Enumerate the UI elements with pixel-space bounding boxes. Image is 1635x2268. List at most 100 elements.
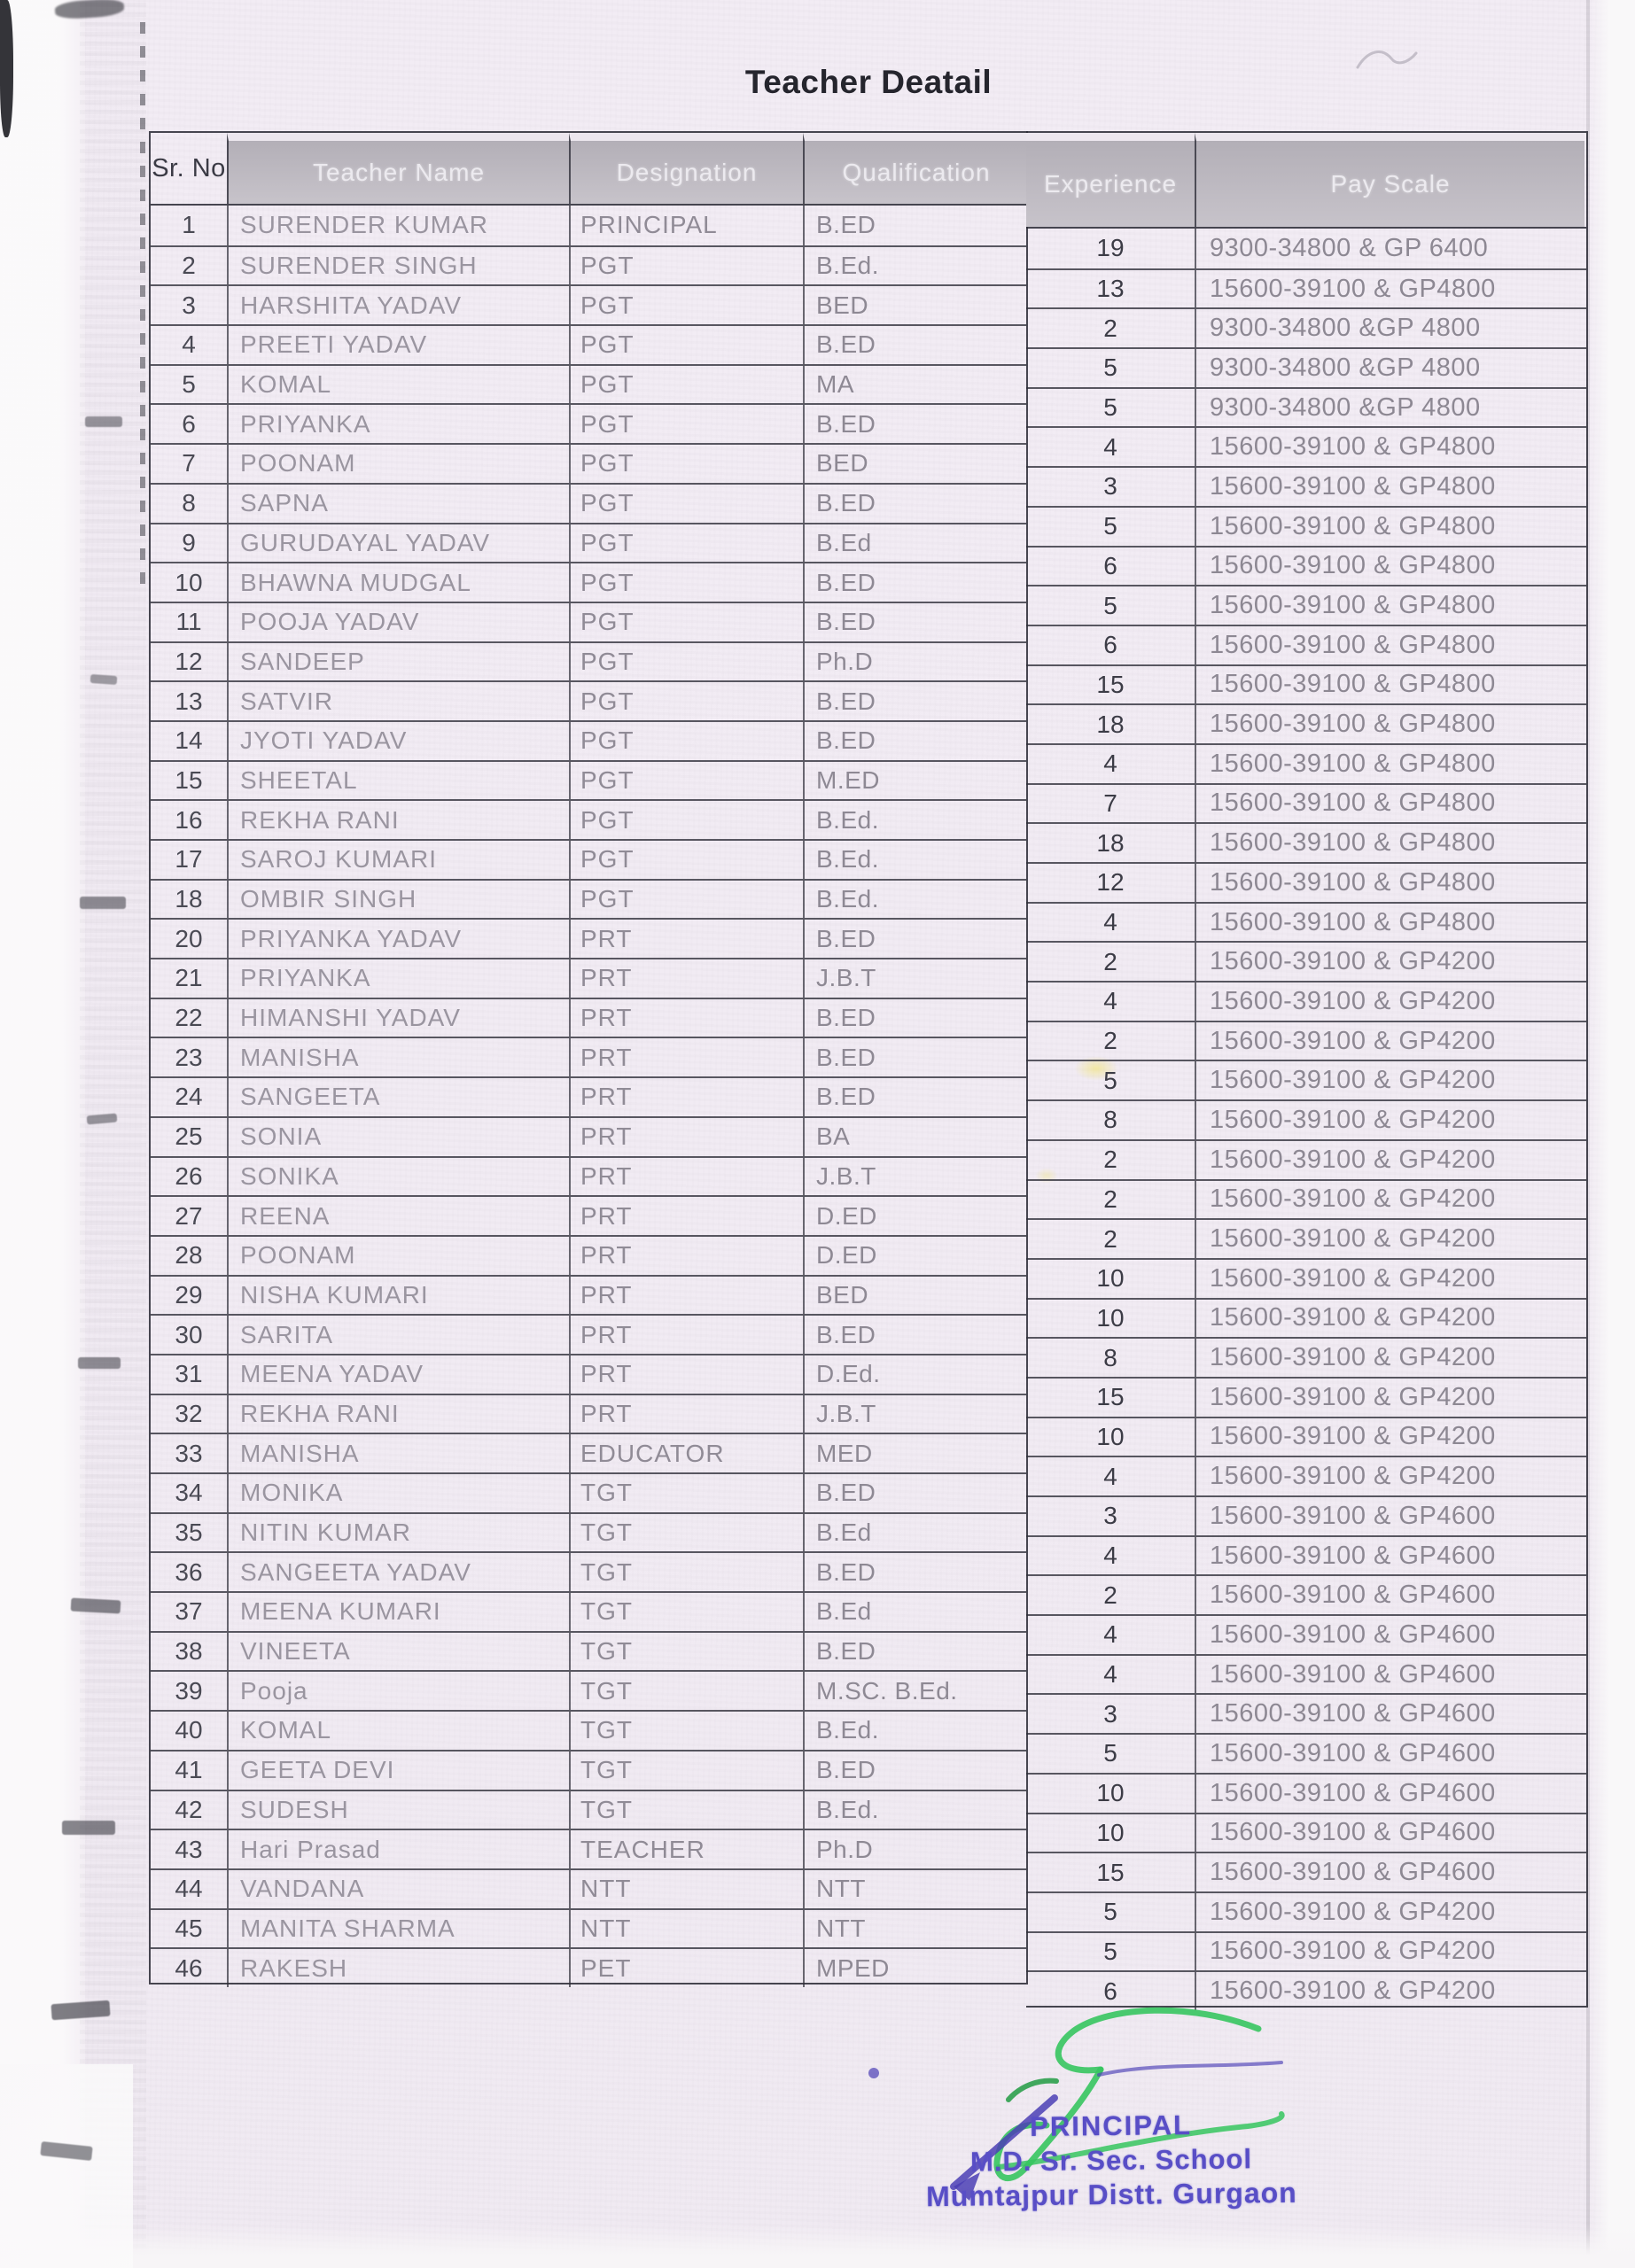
cell-designation: NTT: [569, 1909, 803, 1948]
table-row-right: 2 15600-39100 & GP4200: [1026, 1020, 1586, 1060]
cell-experience: 5: [1103, 591, 1117, 619]
table-row-right: 2 15600-39100 & GP4200: [1026, 1218, 1586, 1258]
cell-sr: 38: [175, 1637, 203, 1666]
table-row-right: 6 15600-39100 & GP4800: [1026, 545, 1586, 586]
table-row: 27 REENA PRT D.ED: [151, 1195, 1026, 1235]
cell-pay: 15600-39100 & GP4200: [1195, 1972, 1584, 2010]
cell-name: BHAWNA MUDGAL: [227, 563, 569, 602]
cell-qualification: B.Ed.: [803, 1712, 1028, 1750]
table-row-right: 5 9300-34800 &GP 4800: [1026, 386, 1586, 427]
column-header-qualification: Qualification: [803, 133, 1028, 204]
cell-pay: 15600-39100 & GP4800: [1195, 665, 1584, 704]
cell-sr: 30: [175, 1320, 203, 1348]
cell-qualification: B.ED: [803, 721, 1028, 760]
cell-designation: TGT: [569, 1553, 803, 1592]
cell-pay: 15600-39100 & GP4800: [1195, 784, 1584, 823]
cell-designation: PGT: [569, 246, 803, 285]
table-row: 45 MANITA SHARMA NTT NTT: [151, 1907, 1028, 1948]
cell-name: HARSHITA YADAV: [227, 286, 569, 325]
cell-qualification: J.B.T: [803, 1157, 1028, 1196]
table-row: 11 POOJA YADAV PGT B.ED: [151, 601, 1026, 641]
table-row-right: 4 15600-39100 & GP4800: [1026, 742, 1586, 783]
cell-experience: 2: [1103, 314, 1117, 342]
cell-pay: 15600-39100 & GP4800: [1195, 864, 1584, 902]
cell-sr: 37: [175, 1597, 203, 1626]
cell-qualification: B.Ed: [803, 1513, 1028, 1552]
cell-name: SURENDER KUMAR: [227, 206, 569, 245]
cell-designation: PRINCIPAL: [569, 206, 803, 245]
stamp-line-principal: PRINCIPAL: [1030, 2109, 1193, 2142]
cell-sr: 27: [175, 1201, 203, 1230]
cell-sr: 10: [175, 568, 203, 596]
cell-qualification: B.ED: [803, 920, 1028, 959]
table-row: 14 JYOTI YADAV PGT B.ED: [151, 719, 1028, 760]
cell-sr: 14: [175, 726, 203, 755]
cell-name: MANITA SHARMA: [227, 1909, 569, 1948]
cell-name: GEETA DEVI: [227, 1751, 569, 1790]
table-row-right: 5 15600-39100 & GP4800: [1026, 585, 1586, 625]
cell-qualification: B.ED: [803, 326, 1028, 364]
cell-qualification: BED: [803, 286, 1028, 325]
cell-experience: 4: [1103, 432, 1117, 461]
scan-margin-right: [1589, 0, 1635, 2268]
cell-qualification: NTT: [803, 1909, 1028, 1948]
cell-pay: 15600-39100 & GP4800: [1195, 824, 1584, 862]
cell-designation: TGT: [569, 1632, 803, 1671]
cell-experience: 10: [1096, 1422, 1125, 1450]
table-row: 18 OMBIR SINGH PGT B.Ed.: [151, 878, 1028, 919]
table-row-right: 5 15600-39100 & GP4200: [1026, 1930, 1586, 1971]
cell-experience: 4: [1103, 1462, 1117, 1490]
cell-designation: PRT: [569, 1038, 803, 1077]
cell-experience: 6: [1103, 631, 1117, 659]
table-row: 12 SANDEEP PGT Ph.D: [151, 641, 1026, 681]
cell-name: SARITA: [227, 1316, 569, 1354]
cell-name: REKHA RANI: [227, 1394, 569, 1433]
cell-qualification: B.ED: [803, 998, 1028, 1037]
table-row: 38 VINEETA TGT B.ED: [151, 1630, 1026, 1671]
cell-experience: 8: [1103, 1106, 1117, 1134]
cell-pay: 15600-39100 & GP4800: [1195, 547, 1584, 586]
cell-name: NISHA KUMARI: [227, 1276, 569, 1315]
cell-qualification: B.ED: [803, 1316, 1028, 1354]
scan-edge-mark: [90, 673, 118, 686]
table-row: 7 POONAM PGT BED: [151, 443, 1026, 483]
table-row-right: 2 9300-34800 &GP 4800: [1026, 307, 1586, 348]
cell-qualification: Ph.D: [803, 1830, 1028, 1868]
cell-sr: 12: [175, 647, 203, 675]
cell-sr: 39: [175, 1676, 203, 1705]
cell-experience: 2: [1103, 1146, 1117, 1174]
table-row-right: 8 15600-39100 & GP4200: [1026, 1337, 1586, 1377]
principal-stamp: PRINCIPAL M.D. Sr. Sec. School Mumtajpur…: [910, 2109, 1312, 2214]
scan-edge-mark: [78, 1357, 121, 1369]
cell-experience: 5: [1103, 393, 1117, 422]
cell-designation: PRT: [569, 1078, 803, 1116]
cell-name: REKHA RANI: [227, 801, 569, 839]
table-row: 1 SURENDER KUMAR PRINCIPAL B.ED: [151, 206, 1026, 245]
cell-pay: 15600-39100 & GP4200: [1195, 983, 1584, 1021]
cell-qualification: M.SC. B.Ed.: [803, 1672, 1028, 1711]
cell-pay: 15600-39100 & GP4600: [1195, 1655, 1584, 1694]
column-header-teacher-name: Teacher Name: [227, 133, 569, 204]
cell-experience: 2: [1103, 1581, 1117, 1609]
table-row-right: 2 15600-39100 & GP4200: [1026, 1138, 1586, 1179]
cell-pay: 15600-39100 & GP4600: [1195, 1853, 1584, 1891]
cell-name: MANISHA: [227, 1434, 569, 1472]
table-row: 33 MANISHA EDUCATOR MED: [151, 1433, 1026, 1472]
cell-experience: 10: [1096, 1264, 1125, 1293]
table-row: 30 SARITA PRT B.ED: [151, 1314, 1026, 1354]
cell-qualification: M.ED: [803, 761, 1028, 800]
cell-experience: 5: [1103, 1937, 1117, 1965]
cell-designation: PET: [569, 1949, 803, 1987]
table-row-right: 10 15600-39100 & GP4600: [1026, 1772, 1586, 1813]
cell-name: VINEETA: [227, 1632, 569, 1671]
table-row-right: 5 15600-39100 & GP4200: [1026, 1891, 1586, 1931]
cell-pay: 15600-39100 & GP4800: [1195, 468, 1584, 506]
cell-name: SONIKA: [227, 1157, 569, 1196]
table-row-right: 18 15600-39100 & GP4800: [1026, 703, 1586, 743]
cell-name: HIMANSHI YADAV: [227, 998, 569, 1037]
cell-name: MEENA KUMARI: [227, 1593, 569, 1631]
cell-designation: PGT: [569, 286, 803, 325]
cell-qualification: B.Ed.: [803, 880, 1028, 919]
table-row-right: 6 15600-39100 & GP4800: [1026, 624, 1586, 664]
cell-pay: 15600-39100 & GP4200: [1195, 1101, 1584, 1139]
